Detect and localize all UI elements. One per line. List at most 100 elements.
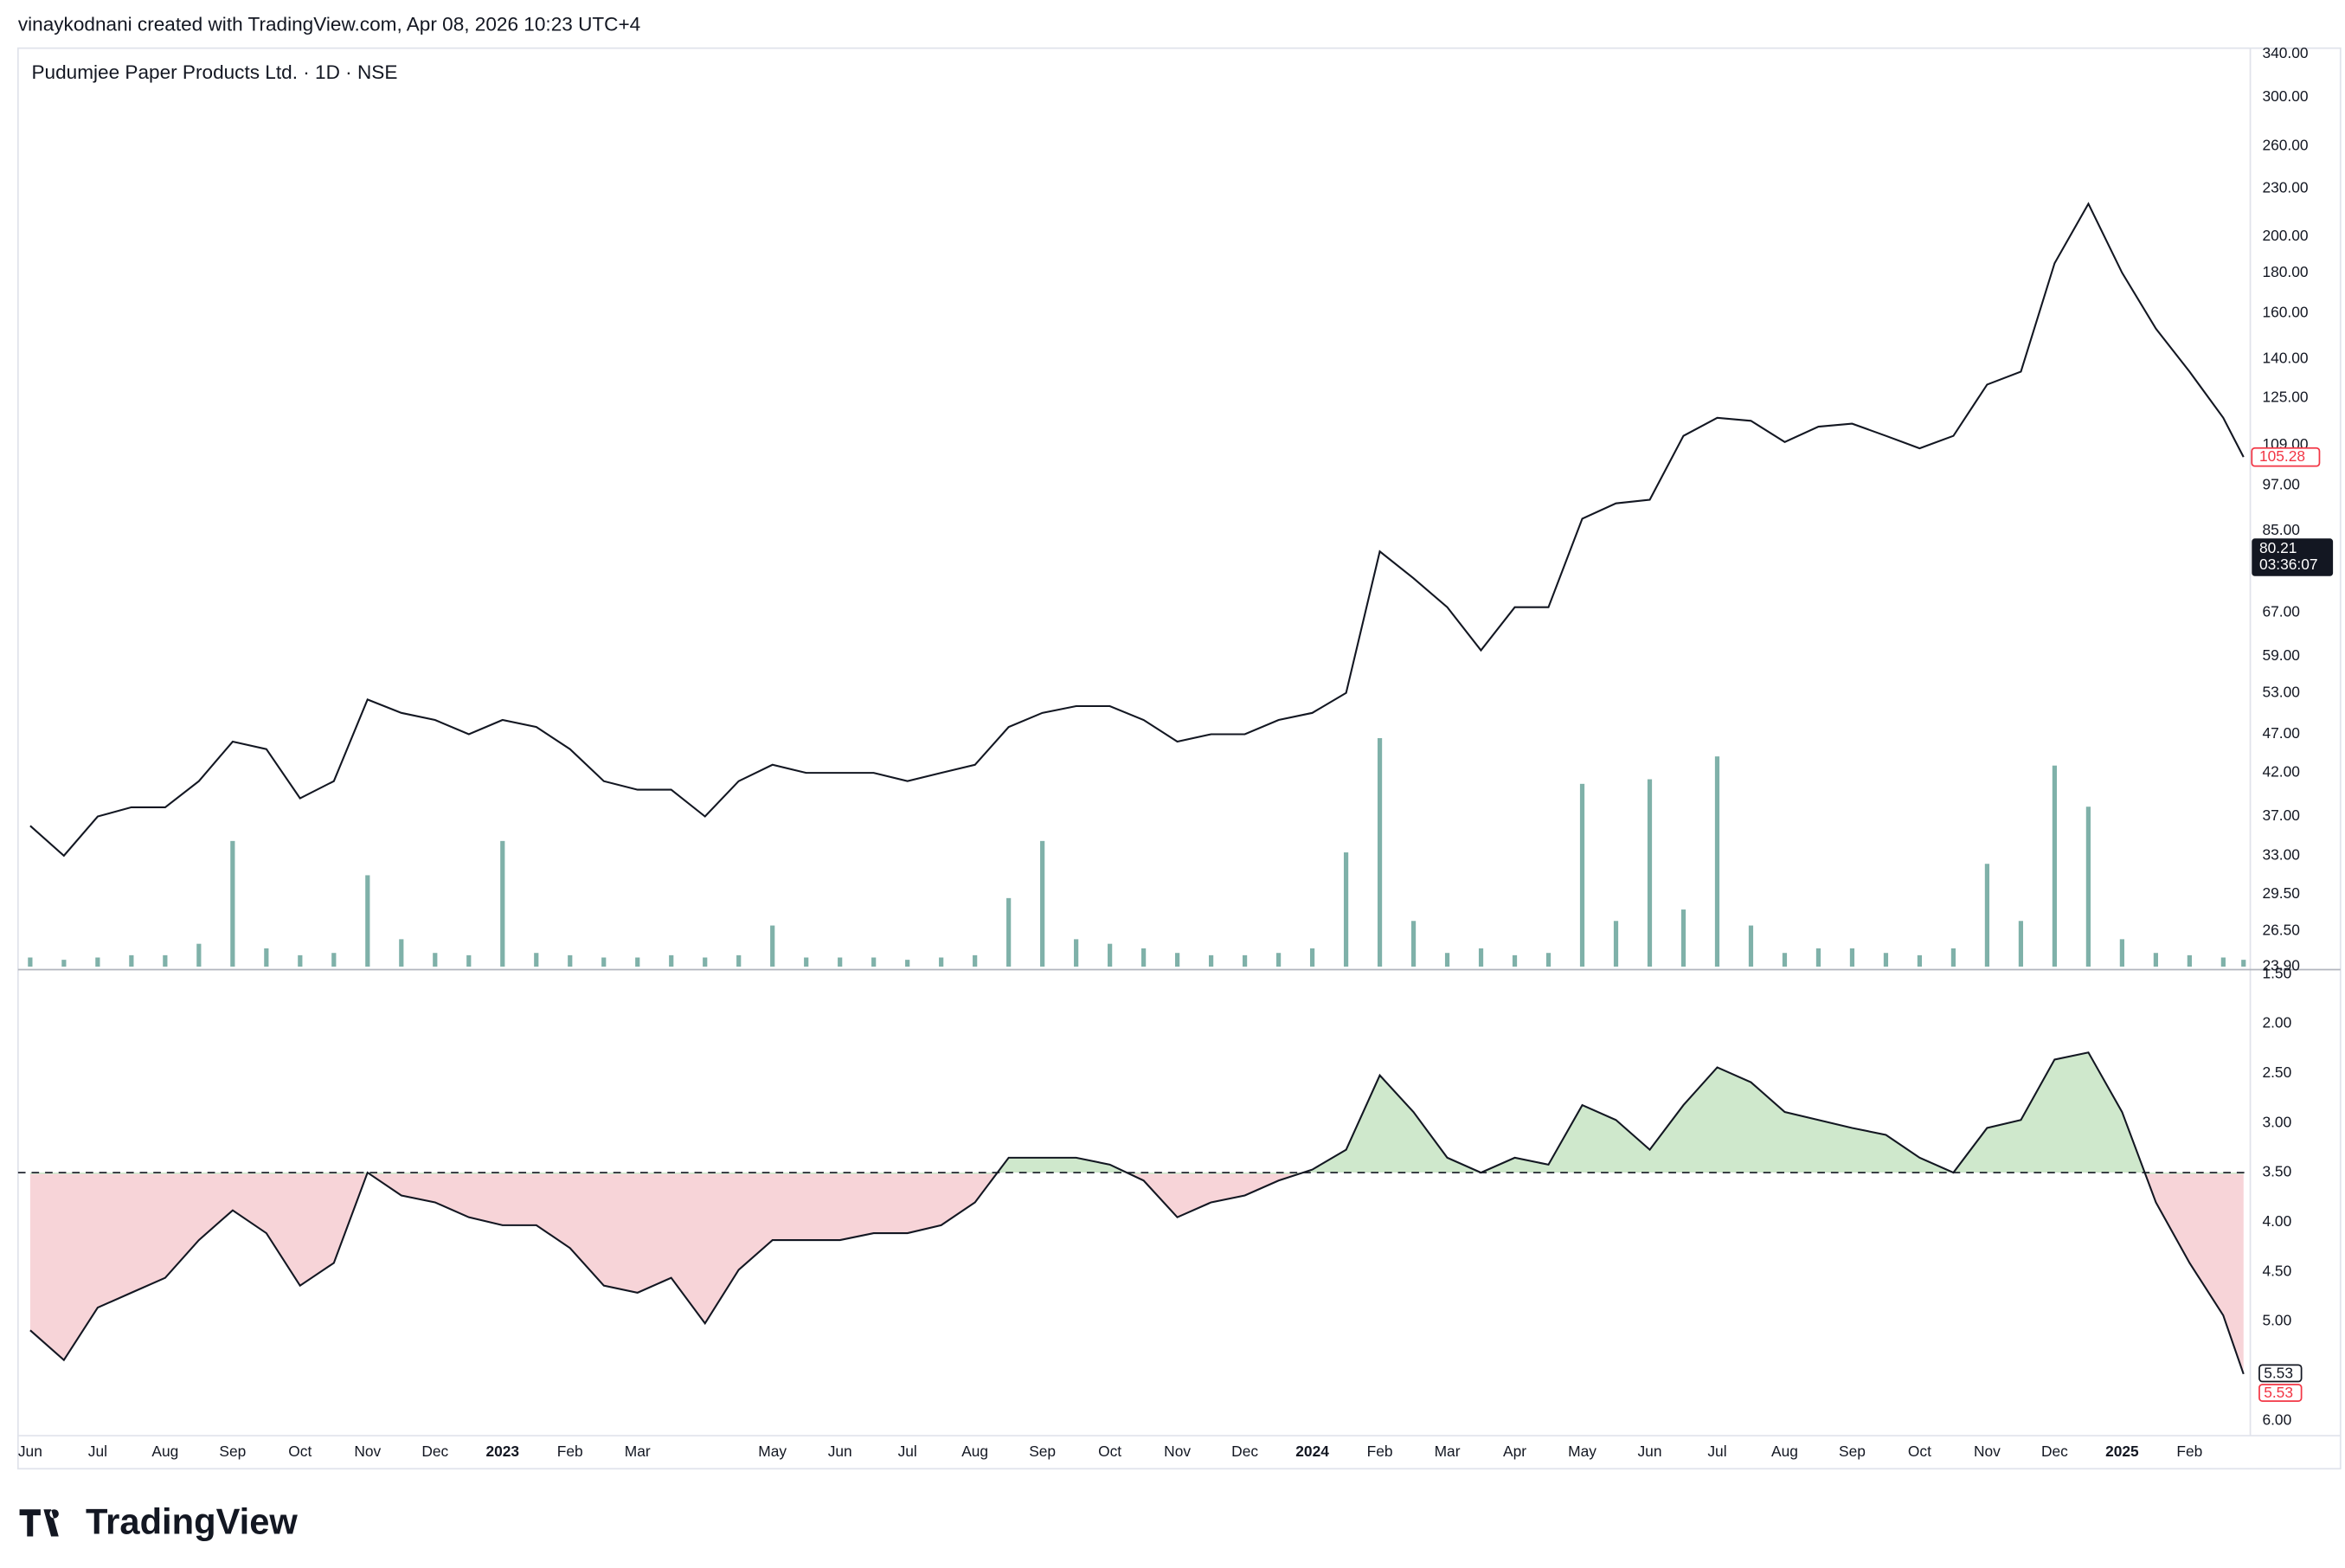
chart-frame [16, 47, 2342, 1470]
volume-bar [939, 957, 944, 967]
volume-bar [1714, 756, 1720, 967]
volume-bar [365, 875, 370, 967]
y-tick-label: 67.00 [2262, 602, 2299, 620]
x-tick-label: Oct [288, 1443, 312, 1460]
volume-bar [703, 957, 708, 967]
volume-bar [1815, 948, 1821, 967]
y-tick-label: 59.00 [2262, 646, 2299, 664]
volume-bar [1275, 953, 1282, 967]
y-tick-label: 37.00 [2262, 806, 2299, 824]
x-tick-label: Feb [1367, 1443, 1393, 1460]
volume-bar [1006, 897, 1012, 967]
y2-tick-label: 4.50 [2262, 1262, 2291, 1279]
logo: TradingView [19, 1501, 298, 1542]
x-tick-label: Sep [219, 1443, 246, 1460]
volume-bar [770, 925, 775, 967]
logo-mark [19, 1509, 59, 1537]
volume-bar [95, 957, 100, 967]
volume-bar [1883, 953, 1889, 967]
y-tick-label: 180.00 [2262, 263, 2308, 280]
x-tick-label: 2023 [485, 1443, 519, 1460]
x-tick-label: Dec [421, 1443, 448, 1460]
volume-bar [838, 957, 843, 967]
x-tick-label: Sep [1839, 1443, 1866, 1460]
x-tick-label: Dec [1231, 1443, 1258, 1460]
last-value-box [2258, 1364, 2303, 1383]
volume-bar [129, 954, 134, 967]
volume-bar [1613, 921, 1619, 967]
volume-bar [500, 840, 505, 967]
volume-bar [736, 954, 742, 967]
x-tick-label: Mar [1435, 1443, 1461, 1460]
x-tick-label: Jul [1707, 1443, 1726, 1460]
y2-tick-label: 1.50 [2262, 964, 2291, 981]
volume-bar [2153, 953, 2158, 967]
volume-bar [1175, 953, 1180, 967]
y-tick-label: 47.00 [2262, 724, 2299, 742]
y2-tick-label: 3.50 [2262, 1163, 2291, 1180]
volume-bar [1242, 954, 1248, 967]
volume-bar [196, 943, 202, 967]
volume-bar [1108, 943, 1113, 967]
volume-bar [2052, 765, 2058, 967]
x-tick-label: Mar [625, 1443, 651, 1460]
last-value-label: 5.53 [2264, 1364, 2293, 1381]
y-tick-label: 97.00 [2262, 475, 2299, 492]
y-tick-label: 260.00 [2262, 137, 2308, 154]
volume-bar [298, 954, 303, 967]
volume-bar [264, 948, 269, 967]
volume-bar [2119, 939, 2124, 967]
x-tick-label: Aug [151, 1443, 178, 1460]
volume-bar [399, 939, 404, 967]
volume-bar [163, 954, 168, 967]
x-tick-label: 2024 [1295, 1443, 1329, 1460]
x-tick-label: Apr [1503, 1443, 1526, 1460]
x-tick-label: Jun [18, 1443, 42, 1460]
y-tick-label: 125.00 [2262, 389, 2308, 406]
price-marker-box [2252, 538, 2334, 576]
x-tick-label: Dec [2041, 1443, 2068, 1460]
volume-bar [534, 953, 539, 967]
volume-bar [1478, 948, 1484, 967]
indicator-line [29, 1051, 2245, 1375]
y2-tick-label: 6.00 [2262, 1411, 2291, 1428]
price-layer: 340.00 300.00 260.00 230.00 200.00 180.00 160.… [18, 44, 2334, 1460]
volume-bar [466, 954, 472, 967]
x-tick-label: Aug [1771, 1443, 1798, 1460]
y-tick-label: 230.00 [2262, 178, 2308, 196]
x-tick-label: 2025 [2105, 1443, 2139, 1460]
volume-bar [1040, 840, 1045, 967]
last-price-label: 105.28 [2259, 447, 2305, 465]
y-tick-label: 300.00 [2262, 87, 2308, 105]
volume-bar [331, 953, 337, 967]
countdown-label: 03:36:07 [2259, 556, 2318, 573]
indicator-layer: 1.50 2.00 2.50 3.00 3.50 4.00 4.50 5.00 6.00 5.53… [17, 964, 2303, 1428]
x-tick-label: Jul [898, 1443, 917, 1460]
volume-bar [2220, 957, 2226, 967]
header: vinaykodnani created with TradingView.co… [18, 14, 640, 35]
y2-tick-label: 2.00 [2262, 1014, 2291, 1031]
y-tick-label: 53.00 [2262, 683, 2299, 700]
x-tick-label: Nov [1974, 1443, 2001, 1460]
x-tick-label: Aug [961, 1443, 988, 1460]
last-value-label-2: 5.53 [2264, 1384, 2293, 1401]
y-tick-label: 140.00 [2262, 350, 2308, 367]
x-tick-label: Jul [88, 1443, 107, 1460]
y-tick-label: 42.00 [2262, 763, 2299, 781]
volume-bar [1849, 948, 1855, 967]
volume-bar [1208, 954, 1214, 967]
volume-bar [1410, 921, 1417, 967]
y-tick-label: 23.90 [2262, 957, 2299, 974]
volume-bar [905, 960, 910, 967]
volume-bar [1984, 864, 1990, 967]
logo-text: TradingView [86, 1501, 298, 1542]
volume-bar [433, 953, 438, 967]
volume-bar [1782, 953, 1788, 967]
volume-bar [635, 957, 640, 967]
volume-bar [973, 954, 978, 967]
indicator-fill-below [29, 1173, 2244, 1374]
x-tick-label: Nov [1164, 1443, 1191, 1460]
volume-bar [1579, 783, 1585, 967]
volume-bar [1444, 953, 1450, 967]
x-tick-label: Oct [1098, 1443, 1121, 1460]
